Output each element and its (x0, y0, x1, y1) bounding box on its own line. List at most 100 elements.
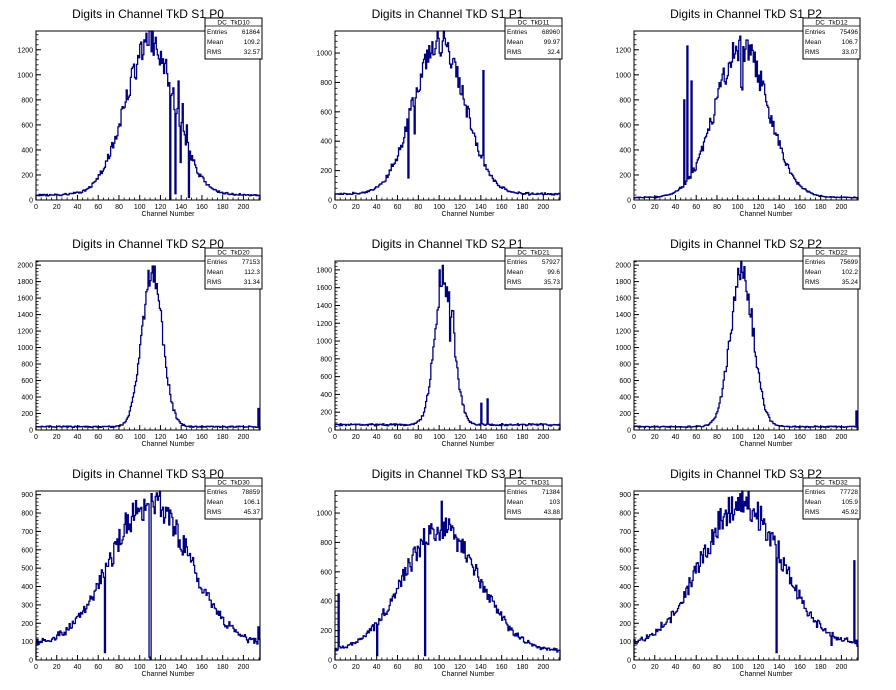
stats-value: 105.9 (842, 499, 859, 506)
x-tick-label: 0 (34, 204, 38, 211)
stats-label: Entries (805, 489, 826, 496)
stats-name: DC_TkD21 (517, 250, 550, 257)
x-tick-label: 60 (692, 664, 700, 671)
stats-label: RMS (805, 279, 820, 286)
y-tick-label: 800 (21, 362, 33, 369)
x-tick-label: 80 (115, 664, 123, 671)
y-tick-label: 200 (619, 172, 631, 179)
stats-box: DC_TkD21 Entries 57927 Mean 99.6 RMS 35.73 (504, 247, 563, 290)
x-axis-label: Channel Number (442, 671, 496, 678)
stats-value: 77153 (242, 259, 260, 266)
chart-title: Digits in Channel TkD S3 P0 (72, 467, 224, 481)
x-tick-label: 200 (537, 204, 549, 211)
y-tick-label: 700 (21, 529, 33, 536)
y-tick-label: 1400 (316, 303, 332, 310)
stats-value: 102.2 (842, 269, 859, 276)
x-tick-label: 140 (475, 664, 487, 671)
stats-label: Mean (805, 39, 822, 46)
x-tick-label: 80 (414, 434, 422, 441)
histogram-panel-1: Digits in Channel TkD S1 P0 0 20 40 60 80 100 1… (17, 7, 263, 218)
x-axis-label: Channel Number (142, 671, 196, 678)
plot-frame (334, 260, 561, 431)
y-tick-label: 200 (320, 168, 332, 175)
y-tick-label: 600 (320, 374, 332, 381)
chart-title: Digits in Channel TkD S3 P2 (670, 467, 822, 481)
chart-title: Digits in Channel TkD S1 P1 (372, 7, 524, 21)
chart-title: Digits in Channel TkD S2 P2 (670, 237, 822, 251)
y-tick-label: 400 (21, 147, 33, 154)
stats-value: 106.7 (842, 39, 859, 46)
y-tick-label: 100 (21, 639, 33, 646)
stats-name: DC_TkD10 (217, 20, 250, 27)
x-tick-label: 100 (134, 434, 146, 441)
x-tick-label: 40 (373, 664, 381, 671)
x-tick-label: 120 (155, 204, 167, 211)
y-tick-label: 800 (619, 97, 631, 104)
x-tick-label: 20 (352, 664, 360, 671)
x-axis-label: Channel Number (142, 211, 196, 218)
x-tick-label: 200 (238, 204, 250, 211)
histogram-panel-5: Digits in Channel TkD S2 P1 0 20 40 60 80 100 1… (316, 237, 563, 448)
x-tick-label: 180 (217, 434, 229, 441)
y-tick-label: 800 (619, 511, 631, 518)
chart-title: Digits in Channel TkD S1 P0 (72, 7, 224, 21)
y-tick-label: 1000 (17, 345, 33, 352)
y-tick-label: 1000 (17, 72, 33, 79)
stats-label: Entries (207, 489, 228, 496)
x-tick-label: 0 (333, 434, 337, 441)
stats-name: DC_TkD11 (518, 20, 550, 27)
x-tick-label: 100 (433, 204, 445, 211)
y-tick-label: 500 (21, 566, 33, 573)
histogram-panel-2: Digits in Channel TkD S1 P1 0 20 40 60 80 100 1… (316, 7, 563, 218)
y-tick-label: 1600 (17, 296, 33, 303)
stats-value: 35.73 (544, 279, 561, 286)
histogram-panel-8: Digits in Channel TkD S3 P1 0 20 40 60 80 100 1… (316, 467, 563, 678)
x-tick-label: 20 (352, 434, 360, 441)
y-tick-label: 1800 (615, 279, 631, 286)
stats-frame (504, 17, 563, 60)
stats-label: Entries (207, 29, 228, 36)
y-tick-label: 300 (619, 602, 631, 609)
y-tick-label: 0 (29, 198, 33, 205)
x-tick-label: 40 (672, 204, 680, 211)
x-tick-label: 60 (692, 434, 700, 441)
stats-value: 112.3 (244, 269, 260, 276)
stats-label: RMS (207, 279, 222, 286)
stats-frame (204, 247, 263, 290)
y-tick-label: 400 (21, 584, 33, 591)
x-tick-label: 200 (836, 204, 848, 211)
y-tick-label: 1200 (17, 329, 33, 336)
stats-label: Mean (805, 269, 822, 276)
x-tick-label: 160 (196, 434, 208, 441)
histogram-line (35, 265, 261, 430)
stats-value: 32.57 (244, 49, 261, 56)
x-tick-label: 80 (115, 434, 123, 441)
stats-label: Mean (207, 499, 224, 506)
y-tick-label: 600 (21, 122, 33, 129)
y-tick-label: 200 (21, 411, 33, 418)
x-tick-label: 100 (732, 204, 744, 211)
stats-box: DC_TkD20 Entries 77153 Mean 112.3 RMS 31.34 (204, 247, 263, 290)
stats-frame (504, 477, 563, 520)
stats-value: 106.1 (244, 499, 261, 506)
y-tick-label: 400 (619, 147, 631, 154)
stats-label: RMS (507, 49, 522, 56)
x-tick-label: 40 (373, 204, 381, 211)
x-tick-label: 160 (196, 204, 208, 211)
x-tick-label: 40 (74, 434, 82, 441)
x-tick-label: 160 (794, 664, 806, 671)
y-tick-label: 900 (619, 492, 631, 499)
histogram-line (334, 30, 561, 200)
x-tick-label: 140 (773, 664, 785, 671)
stats-value: 109.2 (244, 39, 261, 46)
x-tick-label: 80 (414, 204, 422, 211)
x-tick-label: 80 (713, 664, 721, 671)
y-tick-label: 700 (619, 529, 631, 536)
x-tick-label: 20 (651, 664, 659, 671)
x-axis-label: Channel Number (442, 441, 496, 448)
x-tick-label: 180 (815, 664, 827, 671)
x-tick-label: 60 (692, 204, 700, 211)
y-tick-label: 200 (320, 410, 332, 417)
stats-value: 103 (549, 499, 560, 506)
x-tick-label: 0 (632, 434, 636, 441)
